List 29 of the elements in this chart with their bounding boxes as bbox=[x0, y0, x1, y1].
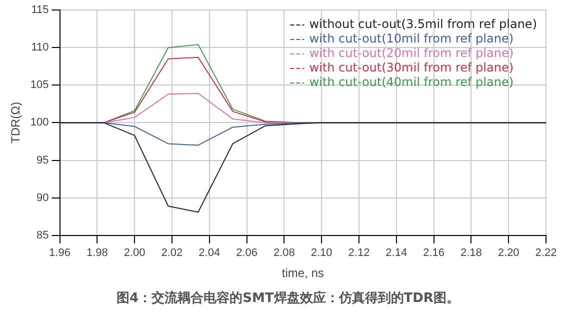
y-axis-title: TDR(Ω) bbox=[8, 102, 23, 144]
legend-label: with cut-out(30mil from ref plane) bbox=[309, 60, 514, 75]
x-tick-label: 2.08 bbox=[273, 247, 295, 260]
x-tick-label: 2.04 bbox=[198, 247, 220, 260]
y-tick-label: 85 bbox=[36, 229, 49, 242]
text: 图4：交流耦合电容的SMT焊盘效应：仿真得到的TDR图。 bbox=[116, 290, 460, 307]
legend-label: without cut-out(3.5mil from ref plane) bbox=[309, 17, 538, 32]
y-tick-label: 110 bbox=[31, 42, 49, 54]
y-tick-label: 115 bbox=[31, 4, 49, 16]
x-axis-title: time, ns bbox=[282, 266, 324, 280]
y-tick-label: 95 bbox=[36, 154, 49, 166]
x-tick-label: 2.22 bbox=[535, 247, 557, 260]
y-tick-label: 90 bbox=[36, 192, 49, 204]
x-tick-label: 2.00 bbox=[124, 247, 146, 260]
y-tick-label: 100 bbox=[30, 116, 49, 129]
x-tick-label: 2.18 bbox=[460, 247, 482, 260]
legend-label: with cut-out(10mil from ref plane) bbox=[309, 32, 514, 46]
legend-label: with cut-out(40mil from ref plane) bbox=[309, 75, 514, 90]
y-tick-label: 105 bbox=[30, 79, 49, 92]
x-tick-label: 2.20 bbox=[498, 247, 520, 260]
x-tick-label: 1.96 bbox=[49, 247, 70, 260]
x-tick-label: 2.12 bbox=[348, 247, 370, 260]
x-tick-label: 2.14 bbox=[386, 247, 408, 260]
x-tick-label: 2.10 bbox=[310, 247, 332, 260]
x-tick-label: 1.98 bbox=[86, 247, 108, 260]
x-tick-label: 2.06 bbox=[236, 247, 258, 260]
x-tick-label: 2.02 bbox=[161, 247, 183, 260]
legend-label: with cut-out(20mil from ref plane) bbox=[309, 46, 514, 60]
x-tick-label: 2.16 bbox=[423, 247, 444, 260]
